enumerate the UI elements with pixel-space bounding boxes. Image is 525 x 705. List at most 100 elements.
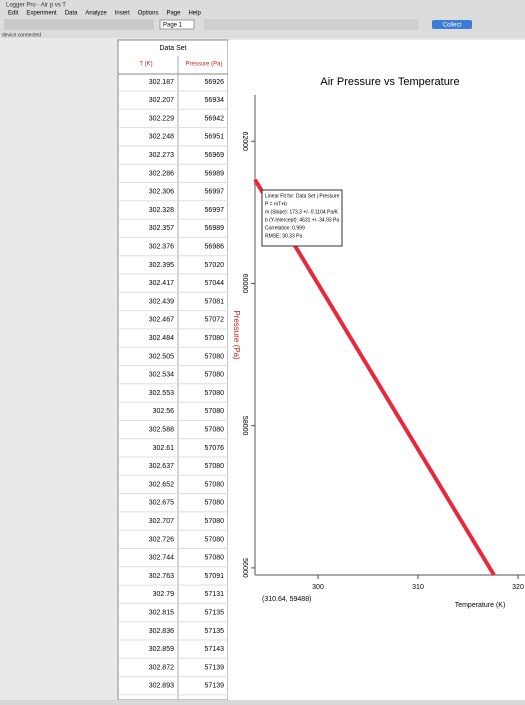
cell: 302.484	[149, 335, 174, 342]
cell: 57131	[205, 591, 225, 598]
cell: 57091	[205, 573, 225, 580]
cell: 302.229	[149, 115, 174, 122]
column-header: T (K)	[139, 62, 152, 68]
cell: 57080	[205, 353, 225, 360]
cell: 56969	[205, 152, 225, 159]
cell: 302.859	[149, 646, 174, 653]
cell: 56989	[205, 170, 225, 177]
x-tick-label: 310	[412, 584, 424, 591]
collect-button[interactable]	[432, 20, 472, 29]
page-label: Page 1	[163, 23, 183, 29]
cell: 57135	[205, 610, 225, 617]
cell: 302.815	[149, 610, 174, 617]
cell: 302.763	[149, 573, 174, 580]
cell: 57080	[205, 372, 225, 379]
cell: 302.744	[149, 555, 174, 562]
cell: 57080	[205, 536, 225, 543]
menu-item[interactable]: Experiment	[26, 11, 57, 17]
cell: 56997	[205, 189, 225, 196]
cell: 302.675	[149, 500, 174, 507]
cell: 57080	[205, 518, 225, 525]
cell: 302.306	[149, 189, 174, 196]
menu-item[interactable]: Data	[65, 11, 78, 17]
menu-item[interactable]: Page	[166, 11, 181, 17]
cell: 56926	[205, 79, 225, 86]
cell: 302.207	[149, 97, 174, 104]
cell: 57135	[205, 628, 225, 635]
cell: 302.328	[149, 207, 174, 214]
y-tick-label: 62000	[241, 131, 248, 151]
y-tick-label: 58000	[241, 416, 248, 436]
cell: 302.56	[153, 408, 175, 415]
menu-item[interactable]: Insert	[115, 11, 130, 17]
cell: 57081	[205, 298, 225, 305]
x-tick-label: 300	[312, 584, 324, 591]
cell: 56942	[205, 115, 225, 122]
cell: 302.872	[149, 664, 174, 671]
toolbar-icons	[4, 19, 154, 30]
cell: 57080	[205, 427, 225, 434]
fit-text: b (Y-Intercept): 4631 +/- 34.93 Pa	[265, 217, 339, 223]
cell: 302.395	[149, 262, 174, 269]
cell: 302.248	[149, 134, 174, 141]
cell: 56997	[205, 207, 225, 214]
cell: 57020	[205, 262, 225, 269]
x-tick-label: 320	[512, 584, 524, 591]
cell: 57080	[205, 335, 225, 342]
cell: 57080	[205, 463, 225, 470]
cell: 302.652	[149, 481, 174, 488]
cell: 57080	[205, 481, 225, 488]
cell: 302.286	[149, 170, 174, 177]
menu-item[interactable]: Options	[138, 11, 159, 17]
y-tick-label: 56000	[241, 558, 248, 578]
menu-item[interactable]: Help	[188, 11, 201, 17]
cell: 57044	[205, 280, 225, 287]
cell: 302.417	[149, 280, 174, 287]
cell: 57080	[205, 555, 225, 562]
menu-bar: Edit Experiment Data Analyze Insert Options Pa…	[8, 11, 201, 17]
fit-text: RMSE: 30.33 Pa	[265, 233, 302, 239]
cell: 302.637	[149, 463, 174, 470]
cell: 57076	[205, 445, 225, 452]
cell: 302.187	[149, 79, 174, 86]
window-title: Logger Pro - Air p vs T	[6, 3, 66, 9]
y-axis-label: Pressure (Pa)	[232, 310, 241, 360]
table-title: Data Set	[159, 45, 186, 52]
status-text: device connected	[2, 32, 41, 38]
menu-item[interactable]: Analyze	[85, 11, 107, 17]
cell: 56986	[205, 244, 225, 251]
cell: 302.836	[149, 628, 174, 635]
page-select[interactable]	[159, 19, 195, 30]
fit-text: Linear Fit for: Data Set | Pressure	[265, 193, 340, 199]
tool-icons	[204, 19, 418, 30]
cell: 302.79	[153, 591, 175, 598]
cursor-readout: (310.64, 59488)	[262, 596, 311, 603]
cell: 302.588	[149, 427, 174, 434]
x-axis-label: Temperature (K)	[455, 602, 506, 609]
cell: 302.505	[149, 353, 174, 360]
fit-text: Correlation: 0.999	[265, 225, 305, 231]
cell: 57080	[205, 390, 225, 397]
table-panel	[117, 39, 229, 701]
cell: 57080	[205, 408, 225, 415]
graph-panel	[228, 40, 525, 700]
fit-text: P = mT+b	[265, 201, 287, 207]
cell: 302.553	[149, 390, 174, 397]
cell: 57139	[205, 683, 225, 690]
cell: 302.357	[149, 225, 174, 232]
column-header: Pressure (Pa)	[185, 62, 222, 68]
cell: 56934	[205, 97, 225, 104]
cell: 302.726	[149, 536, 174, 543]
fit-box	[261, 189, 343, 247]
fit-text: m (Slope): 173.3 +/- 0.1104 Pa/K	[265, 209, 339, 215]
cell: 56989	[205, 225, 225, 232]
cell: 57139	[205, 664, 225, 671]
cell: 302.707	[149, 518, 174, 525]
cell: 302.439	[149, 298, 174, 305]
cell: 302.467	[149, 317, 174, 324]
y-tick-label: 60000	[241, 274, 248, 294]
menu-item[interactable]: Edit	[8, 11, 19, 17]
collect-label: Collect	[443, 23, 462, 29]
cell: 302.273	[149, 152, 174, 159]
